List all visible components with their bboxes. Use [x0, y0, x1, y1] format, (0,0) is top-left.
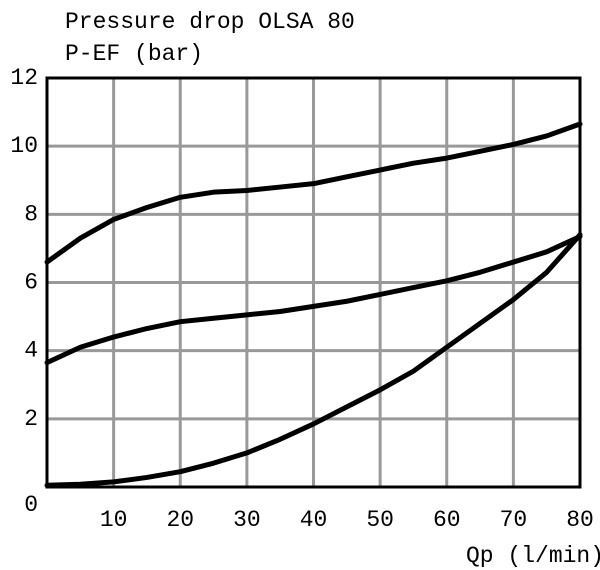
y-tick-label: 10 — [10, 133, 38, 159]
x-axis-label: Qp (l/min) — [466, 543, 600, 569]
x-tick-label: 60 — [433, 507, 461, 533]
line-series — [44, 121, 583, 265]
y-axis-label: P-EF (bar) — [65, 41, 203, 67]
x-tick-label: 70 — [500, 507, 528, 533]
y-tick-label: 8 — [24, 201, 38, 227]
chart-title: Pressure drop OLSA 80 — [65, 9, 355, 35]
x-tick-label: 80 — [566, 507, 594, 533]
x-tick-label: 50 — [366, 507, 394, 533]
line-series — [44, 233, 583, 366]
plot-frame — [45, 76, 582, 489]
x-tick-label: 20 — [166, 507, 194, 533]
x-tick-label: 40 — [300, 507, 328, 533]
line-series — [44, 232, 583, 488]
x-tick-label: 10 — [100, 507, 128, 533]
y-tick-label: 0 — [24, 492, 38, 518]
x-tick-label: 30 — [233, 507, 261, 533]
y-tick-label: 12 — [10, 65, 38, 91]
y-tick-label: 2 — [24, 406, 38, 432]
y-tick-label: 4 — [24, 338, 38, 364]
y-tick-label: 6 — [24, 270, 38, 296]
